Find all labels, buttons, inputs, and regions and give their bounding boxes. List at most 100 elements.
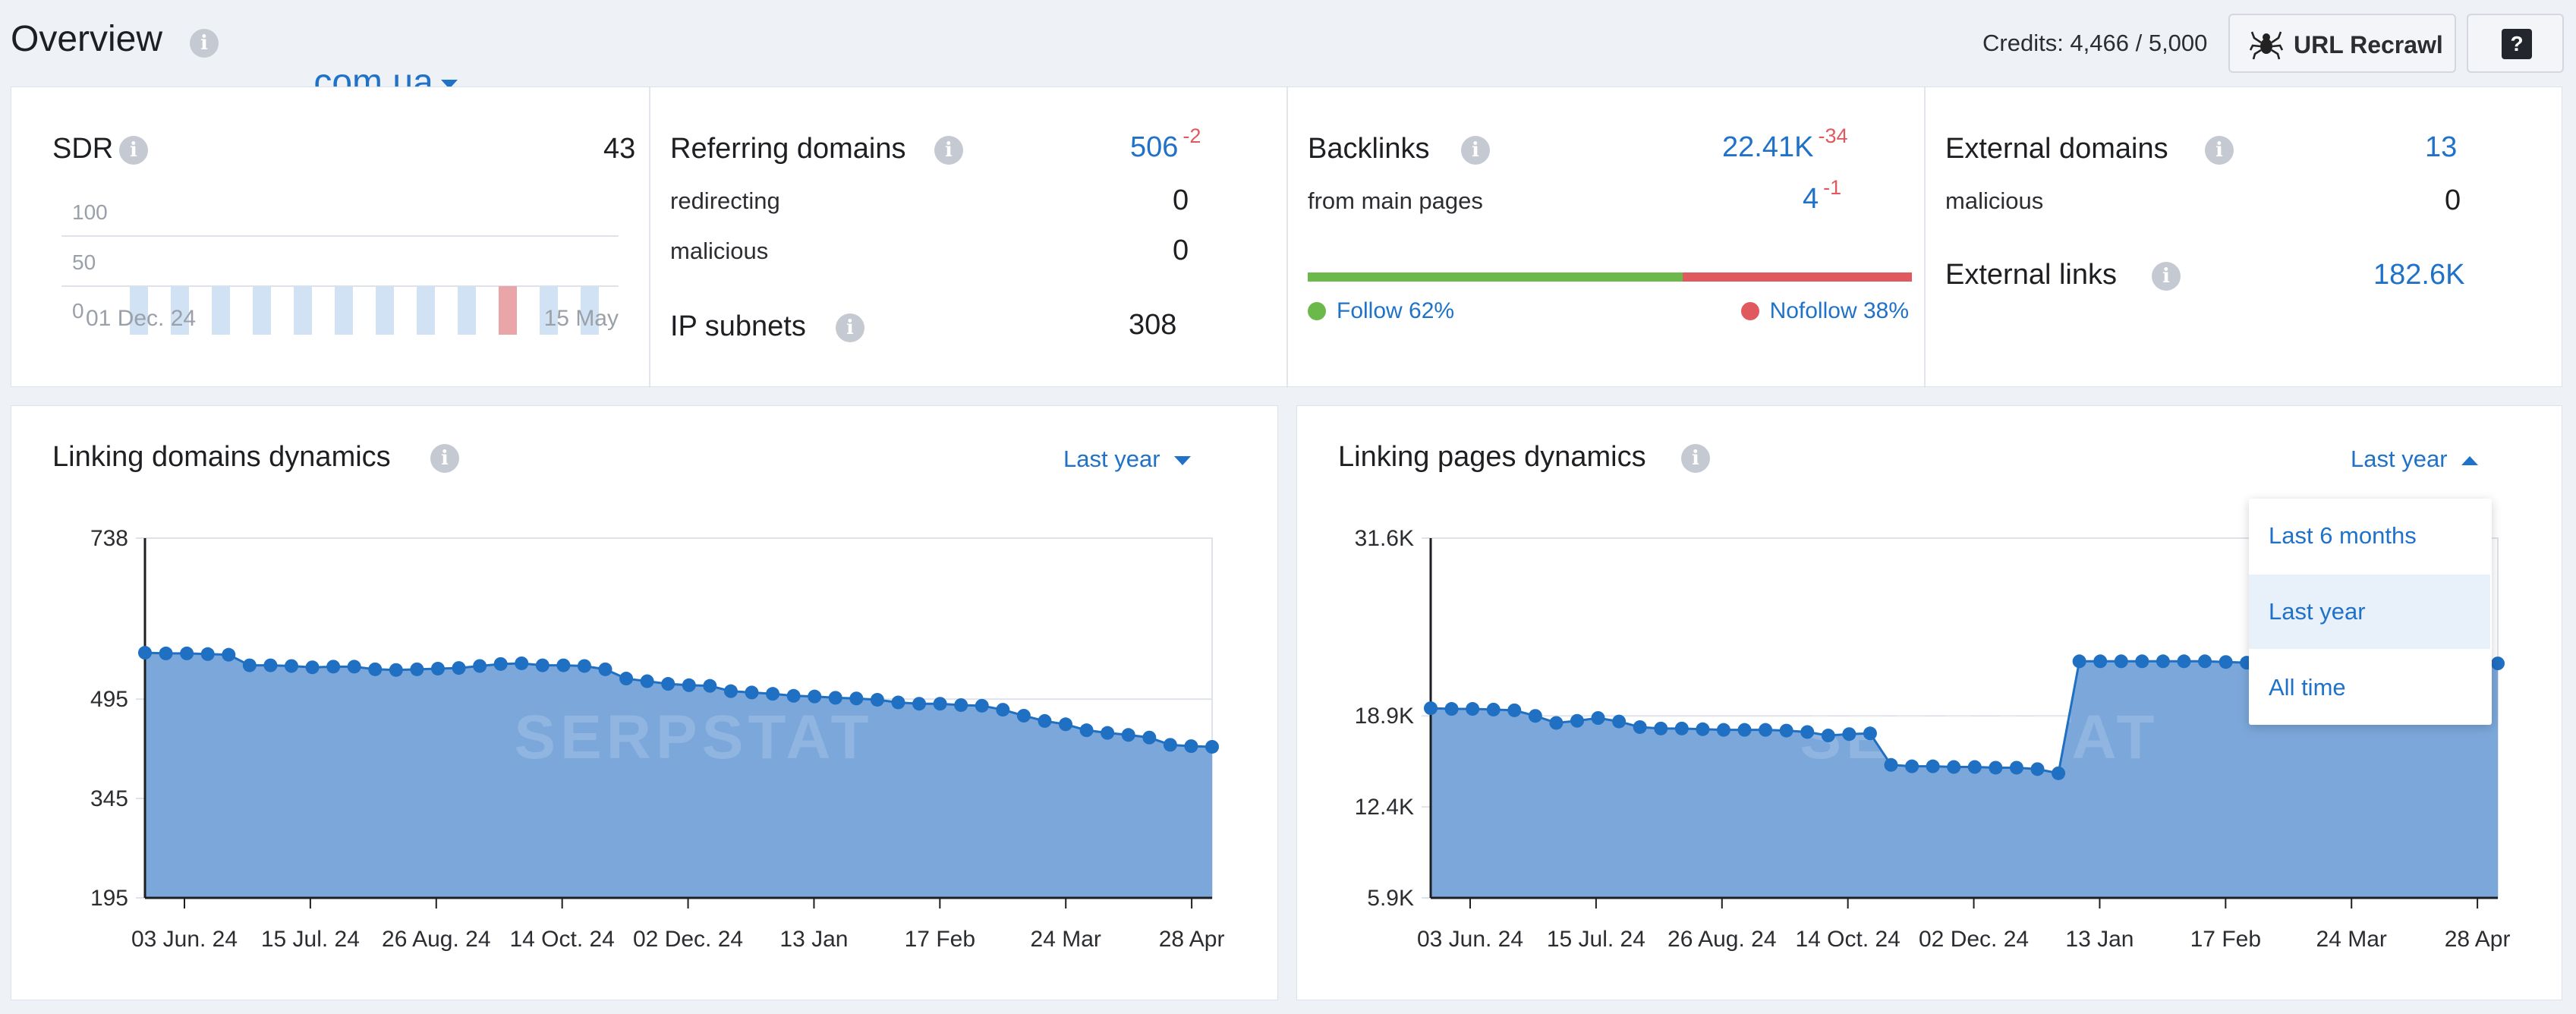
data-point[interactable] bbox=[1821, 729, 1835, 743]
data-point[interactable] bbox=[682, 678, 696, 692]
data-point[interactable] bbox=[723, 684, 738, 698]
data-point[interactable] bbox=[1528, 709, 1542, 723]
data-point[interactable] bbox=[2072, 654, 2086, 669]
data-point[interactable] bbox=[996, 703, 1010, 717]
data-point[interactable] bbox=[2093, 654, 2108, 669]
external-links-info-icon[interactable]: i bbox=[2152, 262, 2181, 291]
data-point[interactable] bbox=[1570, 713, 1584, 728]
data-point[interactable] bbox=[808, 689, 822, 704]
data-point[interactable] bbox=[326, 660, 341, 674]
url-recrawl-button[interactable]: URL Recrawl bbox=[2228, 14, 2456, 73]
data-point[interactable] bbox=[975, 698, 989, 713]
data-point[interactable] bbox=[1038, 713, 1052, 728]
data-point[interactable] bbox=[598, 662, 613, 676]
data-point[interactable] bbox=[2219, 655, 2233, 669]
data-point[interactable] bbox=[703, 679, 717, 693]
data-point[interactable] bbox=[1205, 739, 1219, 754]
data-point[interactable] bbox=[1989, 760, 2003, 775]
data-point[interactable] bbox=[242, 658, 257, 672]
referring-domains-value[interactable]: 506 -2 bbox=[1130, 124, 1201, 164]
data-point[interactable] bbox=[1674, 721, 1689, 735]
linking-pages-info-icon[interactable]: i bbox=[1681, 444, 1710, 473]
data-point[interactable] bbox=[1716, 723, 1730, 737]
data-point[interactable] bbox=[619, 672, 634, 686]
data-point[interactable] bbox=[2198, 654, 2212, 669]
external-domains-info-icon[interactable]: i bbox=[2205, 136, 2234, 165]
data-point[interactable] bbox=[1633, 720, 1647, 734]
data-point[interactable] bbox=[2135, 654, 2149, 669]
data-point[interactable] bbox=[933, 697, 947, 711]
data-point[interactable] bbox=[180, 646, 194, 660]
data-point[interactable] bbox=[2491, 657, 2505, 671]
data-point[interactable] bbox=[1967, 760, 1982, 774]
data-point[interactable] bbox=[1486, 702, 1501, 716]
data-point[interactable] bbox=[745, 685, 759, 700]
data-point[interactable] bbox=[1424, 701, 1438, 716]
data-point[interactable] bbox=[577, 659, 591, 673]
data-point[interactable] bbox=[1059, 717, 1073, 732]
linking-domains-info-icon[interactable]: i bbox=[430, 444, 459, 473]
data-point[interactable] bbox=[1549, 716, 1564, 730]
data-point[interactable] bbox=[1163, 738, 1177, 752]
data-point[interactable] bbox=[138, 646, 152, 660]
data-point[interactable] bbox=[2052, 766, 2066, 780]
dropdown-item-last-6-months[interactable]: Last 6 months bbox=[2269, 522, 2417, 549]
data-point[interactable] bbox=[1926, 759, 1940, 773]
data-point[interactable] bbox=[1507, 703, 1522, 717]
data-point[interactable] bbox=[1654, 721, 1668, 735]
dropdown-item-all-time[interactable]: All time bbox=[2269, 674, 2346, 701]
data-point[interactable] bbox=[870, 692, 884, 707]
data-point[interactable] bbox=[515, 656, 529, 670]
help-button[interactable]: ? bbox=[2467, 14, 2564, 73]
backlinks-info-icon[interactable]: i bbox=[1461, 136, 1490, 165]
data-point[interactable] bbox=[1079, 723, 1094, 738]
data-point[interactable] bbox=[473, 659, 487, 673]
external-links-value[interactable]: 182.6K bbox=[2373, 259, 2465, 291]
data-point[interactable] bbox=[1842, 727, 1856, 742]
data-point[interactable] bbox=[1101, 726, 1115, 740]
data-point[interactable] bbox=[2009, 760, 2023, 775]
ip-subnets-info-icon[interactable]: i bbox=[836, 313, 864, 342]
data-point[interactable] bbox=[284, 659, 298, 673]
data-point[interactable] bbox=[640, 674, 654, 688]
data-point[interactable] bbox=[200, 647, 215, 661]
data-point[interactable] bbox=[2177, 654, 2191, 669]
external-domains-value[interactable]: 13 bbox=[2425, 131, 2458, 163]
data-point[interactable] bbox=[368, 662, 383, 676]
data-point[interactable] bbox=[347, 660, 361, 674]
data-point[interactable] bbox=[2114, 654, 2128, 669]
data-point[interactable] bbox=[828, 691, 842, 705]
data-point[interactable] bbox=[263, 658, 278, 672]
linking-pages-period-select[interactable]: Last year bbox=[2351, 446, 2478, 473]
data-point[interactable] bbox=[766, 687, 780, 701]
backlinks-value[interactable]: 22.41K -34 bbox=[1722, 124, 1847, 164]
data-point[interactable] bbox=[1612, 714, 1627, 729]
data-point[interactable] bbox=[1759, 723, 1773, 737]
data-point[interactable] bbox=[1591, 711, 1605, 725]
data-point[interactable] bbox=[1184, 739, 1198, 754]
data-point[interactable] bbox=[891, 695, 905, 710]
linking-domains-period-select[interactable]: Last year bbox=[1063, 446, 1191, 473]
data-point[interactable] bbox=[1905, 759, 1919, 773]
data-point[interactable] bbox=[849, 691, 864, 706]
data-point[interactable] bbox=[661, 677, 675, 691]
data-point[interactable] bbox=[786, 688, 801, 703]
data-point[interactable] bbox=[452, 661, 466, 675]
follow-legend[interactable]: Follow 62% bbox=[1308, 298, 1454, 324]
data-point[interactable] bbox=[222, 647, 236, 662]
data-point[interactable] bbox=[430, 661, 445, 675]
data-point[interactable] bbox=[1863, 726, 1877, 741]
data-point[interactable] bbox=[493, 657, 508, 671]
overview-info-icon[interactable]: i bbox=[190, 29, 219, 58]
data-point[interactable] bbox=[2156, 654, 2170, 669]
nofollow-legend[interactable]: Nofollow 38% bbox=[1740, 298, 1909, 324]
data-point[interactable] bbox=[1121, 728, 1135, 742]
data-point[interactable] bbox=[1779, 723, 1793, 738]
data-point[interactable] bbox=[1737, 723, 1752, 737]
data-point[interactable] bbox=[159, 646, 173, 660]
main-pages-value[interactable]: 4 -1 bbox=[1803, 176, 1841, 216]
data-point[interactable] bbox=[954, 698, 968, 712]
data-point[interactable] bbox=[1696, 722, 1710, 736]
data-point[interactable] bbox=[912, 697, 927, 711]
dropdown-item-last-year[interactable]: Last year bbox=[2249, 575, 2490, 649]
